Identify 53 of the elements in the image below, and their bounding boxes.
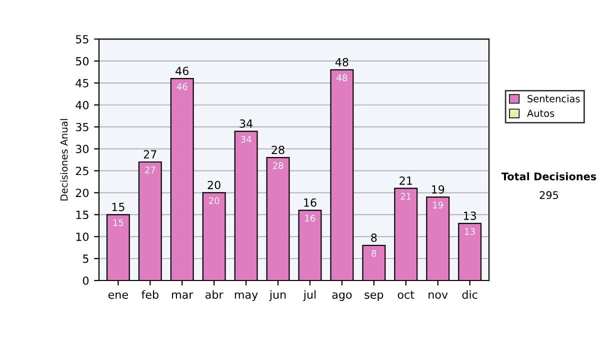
total-label: 28 — [272, 146, 284, 154]
y-tick-label: 25 — [76, 166, 88, 176]
total-label: 48 — [335, 58, 348, 66]
x-tick-label: jul — [303, 290, 316, 301]
y-tick-label: 0 — [82, 276, 89, 285]
y-tick-label: 15 — [76, 210, 88, 220]
x-tick-label: abr — [206, 290, 224, 299]
total-label: 46 — [176, 66, 188, 76]
y-tick-label: 5 — [83, 254, 88, 263]
y-tick-label: 55 — [76, 35, 88, 44]
data-label: 13 — [465, 228, 475, 235]
total-label: 8 — [371, 234, 377, 242]
y-tick-label: 45 — [76, 79, 88, 88]
legend-label: Sentencias — [528, 94, 580, 102]
y-tick-label: 50 — [76, 57, 89, 66]
data-label: 8 — [372, 250, 376, 257]
x-tick-label: oct — [398, 290, 414, 299]
y-axis-title: Decisiones Anual — [60, 119, 68, 200]
data-label: 19 — [433, 202, 443, 208]
text: 295 — [540, 191, 558, 200]
data-label: 20 — [209, 197, 220, 204]
data-label: 16 — [305, 214, 316, 222]
data-label: 48 — [336, 74, 348, 82]
x-tick-label: may — [234, 292, 258, 301]
text: Total Decisiones — [501, 172, 596, 180]
data-label: 34 — [240, 136, 252, 143]
total-label: 13 — [464, 212, 476, 220]
y-tick-label: 35 — [76, 122, 88, 132]
total-label: 20 — [208, 180, 220, 190]
x-tick-label: mar — [172, 292, 194, 299]
data-label: 27 — [145, 166, 156, 174]
y-tick-label: 20 — [76, 188, 89, 198]
data-label: 46 — [176, 83, 188, 90]
y-tick-label: 10 — [76, 232, 89, 241]
data-label: 21 — [400, 192, 411, 200]
total-label: 27 — [144, 150, 156, 158]
legend-label: Autos — [527, 110, 554, 117]
x-tick-label: feb — [142, 290, 158, 299]
total-label: 34 — [240, 119, 252, 128]
y-tick-label: 40 — [76, 100, 89, 110]
total-label: 15 — [112, 202, 124, 212]
x-tick-label: ene — [108, 292, 128, 299]
x-tick-label: jun — [269, 290, 286, 301]
data-label: 28 — [272, 162, 284, 169]
total-label: 16 — [304, 198, 316, 207]
data-label: 15 — [113, 219, 124, 226]
x-tick-label: ago — [332, 292, 352, 301]
x-tick-label: nov — [428, 292, 448, 299]
y-tick-label: 30 — [76, 144, 89, 154]
total-label: 19 — [432, 185, 444, 194]
x-tick-label: sep — [364, 292, 384, 301]
total-label: 21 — [400, 176, 412, 185]
x-tick-label: dic — [462, 290, 478, 299]
